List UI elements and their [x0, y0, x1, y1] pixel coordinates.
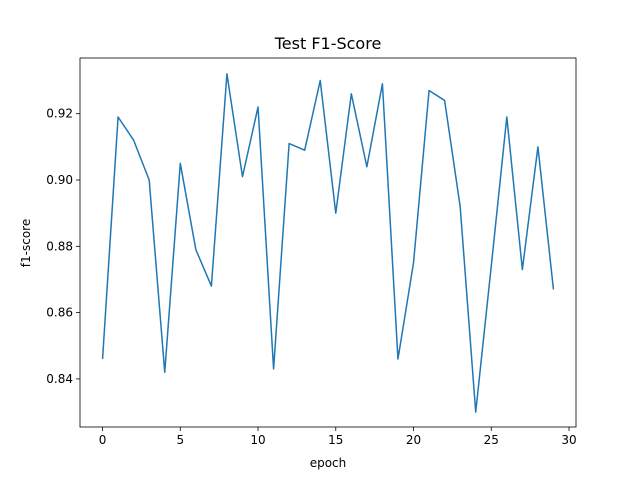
x-axis-label: epoch: [310, 456, 347, 470]
x-tick-label: 25: [484, 433, 499, 447]
x-tick-label: 30: [561, 433, 576, 447]
y-tick-label: 0.88: [46, 239, 73, 253]
x-tick-label: 20: [406, 433, 421, 447]
plot-frame: [79, 57, 577, 428]
chart-title: Test F1-Score: [274, 34, 382, 53]
y-axis-label: f1-score: [19, 219, 33, 267]
series-line: [101, 73, 555, 413]
y-tick-label: 0.84: [46, 372, 73, 386]
x-tick-label: 0: [99, 433, 107, 447]
x-tick-label: 10: [250, 433, 265, 447]
y-tick-label: 0.92: [46, 107, 73, 121]
x-tick-label: 5: [176, 433, 184, 447]
y-tick-label: 0.86: [46, 306, 73, 320]
x-tick-label: 15: [328, 433, 343, 447]
y-tick-label: 0.90: [46, 173, 73, 187]
